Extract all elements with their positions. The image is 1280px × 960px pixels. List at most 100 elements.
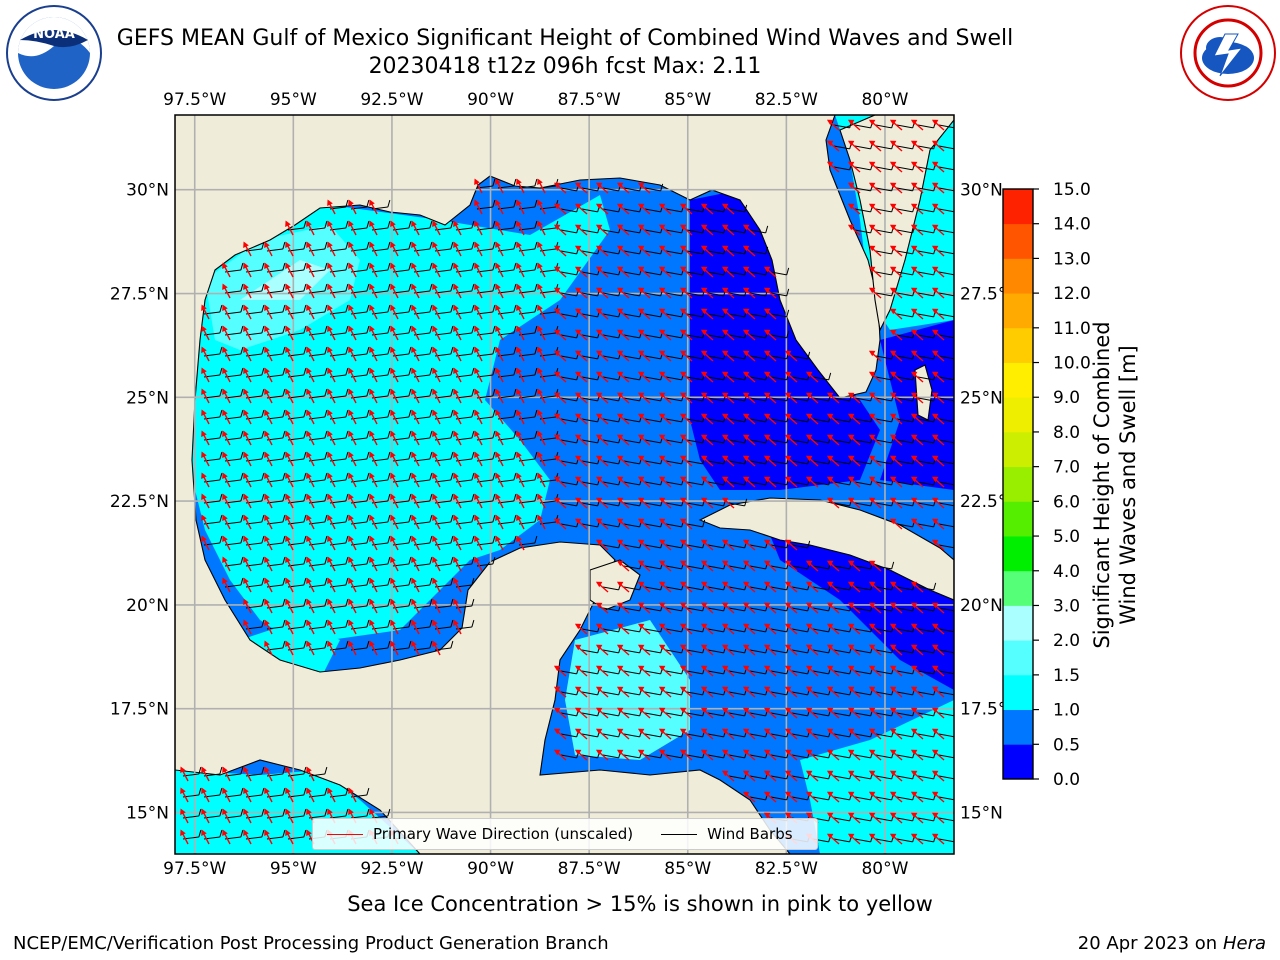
wind-barb-flag xyxy=(261,514,265,523)
wave-arrow-head xyxy=(889,140,897,147)
wave-arrow-head xyxy=(616,728,624,735)
wind-barb-flag xyxy=(324,556,328,565)
wave-arrow-head xyxy=(411,640,417,647)
wind-barb-shaft xyxy=(875,418,892,423)
footer-date: 20 Apr 2023 on Hera xyxy=(1078,933,1266,954)
wave-arrow-head xyxy=(616,476,624,483)
wave-arrow-head xyxy=(721,581,729,588)
wave-arrow-head xyxy=(474,472,480,479)
wind-barb-flag xyxy=(240,829,244,838)
wave-arrow-head xyxy=(868,497,876,504)
wave-arrow-head xyxy=(742,707,750,714)
wind-barb-shaft xyxy=(917,292,934,297)
wave-arrow-head xyxy=(495,388,501,395)
wave-arrow-head xyxy=(574,434,582,441)
wave-arrow-head xyxy=(805,812,813,819)
wind-barb-flag xyxy=(198,787,202,796)
wave-arrow-head xyxy=(537,220,543,227)
wind-barb-flag xyxy=(324,304,328,313)
wave-arrow-head xyxy=(411,283,417,290)
wave-arrow-head xyxy=(700,581,708,588)
wind-barb-flag xyxy=(408,241,412,250)
wind-barb-shaft xyxy=(833,439,850,444)
wave-arrow-head xyxy=(285,409,291,416)
sea-ice-note: Sea Ice Concentration > 15% is shown in … xyxy=(347,892,933,916)
wind-barb-shaft xyxy=(728,628,745,633)
wave-arrow-head xyxy=(847,623,855,630)
lon-tick-top: 80°W xyxy=(861,90,908,110)
wave-arrow-head xyxy=(474,220,480,227)
wind-barb-flag xyxy=(492,514,496,523)
wind-barb-flag xyxy=(387,409,391,418)
wave-arrow-head xyxy=(931,266,939,273)
wave-arrow-head xyxy=(742,623,750,630)
wind-barb-flag xyxy=(282,640,286,649)
wind-barb-shaft xyxy=(770,292,787,297)
wind-barb-shaft xyxy=(896,502,913,507)
wind-barb-shaft xyxy=(812,775,829,780)
wave-arrow-head xyxy=(826,581,834,588)
wind-barb-shaft xyxy=(686,250,703,255)
wave-arrow-head xyxy=(658,581,666,588)
wind-barb-shaft xyxy=(644,586,661,591)
wave-arrow-head xyxy=(516,388,522,395)
wind-barb-shaft xyxy=(917,187,934,192)
wave-arrow-head xyxy=(721,644,729,651)
wind-barb-flag xyxy=(450,430,454,439)
wave-arrow-head xyxy=(285,640,291,647)
wave-arrow-head xyxy=(868,224,876,231)
wind-barb-shaft xyxy=(581,397,598,402)
wind-barb-shaft xyxy=(644,649,661,654)
wind-barb-flag xyxy=(303,535,307,544)
wave-arrow-head xyxy=(516,220,522,227)
wave-arrow-head xyxy=(285,619,291,626)
wind-barb-shaft xyxy=(854,775,871,780)
wind-barb-shaft xyxy=(560,523,577,528)
wave-arrow-head xyxy=(679,455,687,462)
wave-arrow-head xyxy=(474,451,480,458)
wave-arrow-head xyxy=(222,409,228,416)
wave-arrow-head xyxy=(201,304,207,311)
wave-arrow-head xyxy=(658,476,666,483)
wave-arrow-head xyxy=(889,791,897,798)
wind-barb-flag xyxy=(324,640,328,649)
wind-barb-flag xyxy=(219,325,223,334)
wave-arrow-head xyxy=(910,812,918,819)
wave-arrow-head xyxy=(264,346,270,353)
wind-barb-shaft xyxy=(917,628,934,633)
wind-barb-shaft xyxy=(917,775,934,780)
wind-barb-shaft xyxy=(749,397,766,402)
wind-barb-flag xyxy=(198,829,202,838)
wind-barb-flag xyxy=(786,309,790,318)
wave-arrow-head xyxy=(595,308,603,315)
wave-arrow-head xyxy=(700,644,708,651)
wave-arrow-head xyxy=(474,514,480,521)
lon-tick-top: 95°W xyxy=(270,90,317,110)
wave-arrow-head xyxy=(201,325,207,332)
wind-barb-flag xyxy=(261,577,265,586)
wave-arrow-head xyxy=(369,619,375,626)
wind-barb-shaft xyxy=(917,229,934,234)
wind-barb-shaft xyxy=(938,523,954,528)
wind-barb-shaft xyxy=(770,733,787,738)
wave-arrow-head xyxy=(516,178,522,185)
wave-arrow-head xyxy=(306,220,312,227)
wave-arrow-head xyxy=(348,367,354,374)
wave-arrow-head xyxy=(306,472,312,479)
wave-arrow-head xyxy=(306,451,312,458)
wave-arrow-head xyxy=(784,791,792,798)
colorbar-segment xyxy=(1003,605,1033,641)
wind-barb-flag xyxy=(492,409,496,418)
wind-barb-flag xyxy=(429,325,433,334)
wave-arrow-head xyxy=(411,325,417,332)
wave-arrow-head xyxy=(201,409,207,416)
wave-arrow-head xyxy=(327,220,333,227)
wave-arrow-head xyxy=(574,266,582,273)
wave-arrow-head xyxy=(889,287,897,294)
wind-barb-shaft xyxy=(854,796,871,801)
wind-barb-flag xyxy=(282,262,286,271)
wind-barb-shaft xyxy=(749,670,766,675)
wave-arrow-head xyxy=(868,203,876,210)
wind-barb-shaft xyxy=(875,208,892,213)
wave-arrow-head xyxy=(910,434,918,441)
